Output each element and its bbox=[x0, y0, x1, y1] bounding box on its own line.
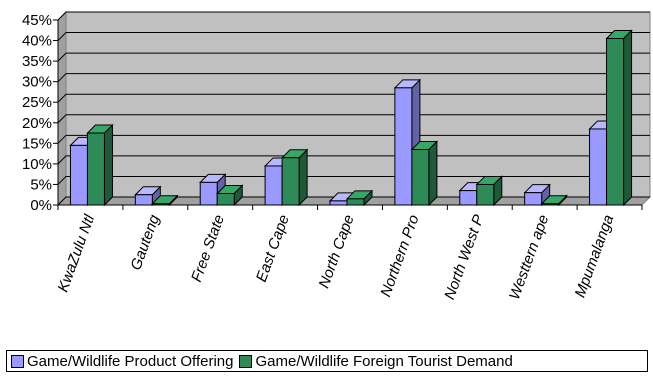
bar bbox=[346, 198, 365, 206]
bar bbox=[69, 144, 88, 206]
gridline bbox=[57, 175, 650, 185]
legend-label-tourist-demand: Game/Wildlife Foreign Tourist Demand bbox=[255, 352, 513, 370]
gridline bbox=[57, 155, 650, 165]
bar bbox=[264, 165, 283, 206]
gridline bbox=[57, 134, 650, 144]
x-tick-label: KwaZulu Ntl bbox=[55, 212, 99, 294]
plot-side-wall bbox=[57, 10, 67, 207]
plot-back-wall bbox=[65, 11, 651, 198]
legend-swatch-product-offering bbox=[11, 354, 24, 368]
bar bbox=[86, 132, 105, 206]
bar-chart: 0% 5% 10% 15% 20% 25% 30% 35% 40% 45% KwaZulu Ntl G… bbox=[22, 10, 652, 302]
bar bbox=[216, 192, 235, 206]
bar bbox=[541, 203, 560, 206]
x-tick-label: North West P bbox=[441, 213, 487, 302]
gridline bbox=[57, 114, 650, 124]
x-tick-label: Northern Pro bbox=[377, 213, 422, 300]
x-tick-label: Gauteng bbox=[127, 212, 163, 273]
bar bbox=[199, 181, 218, 206]
x-tick-label: East Cape bbox=[253, 213, 293, 285]
x-tick-label: North Cape bbox=[316, 213, 358, 291]
bar-side bbox=[428, 140, 438, 207]
bar bbox=[589, 128, 608, 206]
gridline bbox=[57, 11, 650, 21]
y-tick-label: 40% bbox=[22, 33, 52, 50]
gridline bbox=[57, 93, 650, 103]
y-tick-label: 25% bbox=[22, 94, 52, 111]
legend-item-tourist-demand: Game/Wildlife Foreign Tourist Demand bbox=[239, 352, 513, 370]
gridline bbox=[57, 32, 650, 41]
x-tick-label: Westtern ape bbox=[506, 213, 552, 302]
x-tick-label: Mpumalanga bbox=[572, 213, 618, 300]
gridline bbox=[57, 73, 650, 83]
y-tick-label: 30% bbox=[22, 74, 52, 91]
bar bbox=[411, 149, 430, 206]
bar bbox=[134, 194, 153, 206]
y-tick-label: 35% bbox=[22, 53, 52, 70]
x-tick-label: Free State bbox=[188, 213, 228, 285]
gridline bbox=[57, 52, 650, 62]
y-tick-label: 10% bbox=[22, 156, 52, 173]
bar-side bbox=[298, 148, 308, 207]
y-tick-label: 0% bbox=[30, 197, 52, 214]
bar bbox=[606, 38, 625, 206]
y-tick-label: 20% bbox=[22, 115, 52, 132]
legend: Game/Wildlife Product Offering Game/Wild… bbox=[6, 350, 648, 372]
bar-side bbox=[623, 29, 633, 207]
gridline bbox=[57, 196, 650, 206]
bar bbox=[476, 183, 495, 206]
bar bbox=[524, 192, 543, 206]
bar bbox=[394, 87, 413, 206]
bar bbox=[281, 157, 300, 206]
bar bbox=[151, 203, 170, 206]
bar bbox=[459, 190, 478, 206]
y-tick-label: 15% bbox=[22, 135, 52, 152]
y-tick-label: 5% bbox=[30, 176, 52, 193]
legend-swatch-tourist-demand bbox=[239, 354, 253, 368]
y-tick-label: 45% bbox=[22, 12, 52, 29]
legend-item-product-offering: Game/Wildlife Product Offering bbox=[11, 353, 233, 370]
legend-label-product-offering: Game/Wildlife Product Offering bbox=[27, 352, 234, 370]
bar bbox=[329, 200, 348, 206]
bar-side bbox=[103, 123, 113, 207]
